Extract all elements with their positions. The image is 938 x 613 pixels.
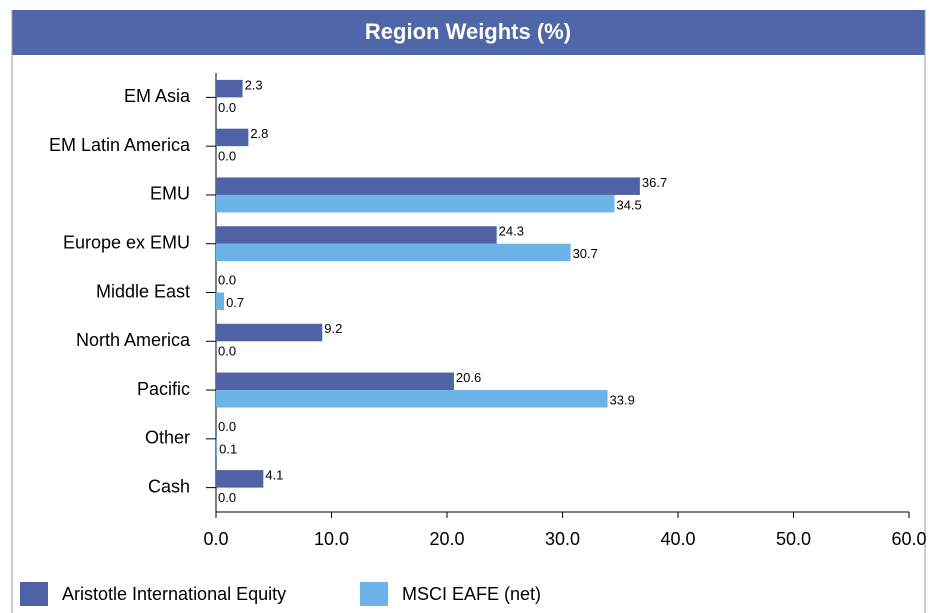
legend-label: Aristotle International Equity [62,584,286,604]
value-label: 20.6 [456,370,481,385]
value-label: 2.3 [245,77,263,92]
legend-swatch [360,582,388,606]
value-label: 34.5 [616,197,641,212]
value-label: 4.1 [265,468,283,483]
bar [216,128,249,147]
x-tick-label: 0.0 [203,529,228,549]
x-tick-label: 50.0 [776,529,811,549]
value-label: 33.9 [610,392,635,407]
x-tick-label: 40.0 [660,529,695,549]
bar [216,470,264,488]
x-tick-label: 20.0 [429,529,464,549]
value-label: 0.0 [218,100,236,115]
value-label: 0.0 [218,419,236,434]
y-tick-label: EM Latin America [49,135,191,155]
value-label: 0.0 [218,490,236,505]
title-bar [12,10,925,55]
bar [216,243,571,262]
bar [216,372,454,391]
value-label: 36.7 [642,175,667,190]
value-label: 0.0 [218,272,236,287]
bar [216,79,243,98]
bar [216,323,323,342]
x-tick-label: 10.0 [314,529,349,549]
chart-title: Region Weights (%) [365,19,571,44]
value-label: 0.1 [219,441,237,456]
y-tick-label: Europe ex EMU [63,232,190,252]
y-tick-label: EMU [150,184,190,204]
value-label: 0.0 [218,344,236,359]
value-label: 0.0 [218,149,236,164]
legend-label: MSCI EAFE (net) [402,584,541,604]
legend-swatch [20,582,48,606]
y-tick-label: Middle East [96,281,190,301]
y-tick-label: EM Asia [124,86,191,106]
y-tick-label: Other [145,428,190,448]
value-label: 0.7 [226,295,244,310]
value-label: 24.3 [499,224,524,239]
value-label: 9.2 [324,321,342,336]
bar [216,438,218,457]
bar [216,292,225,310]
x-tick-label: 30.0 [545,529,580,549]
bar [216,226,497,244]
bar [216,390,608,408]
bar [216,177,640,195]
value-label: 30.7 [573,246,598,261]
bar [216,194,615,213]
x-tick-label: 60.0 [891,529,926,549]
y-tick-label: Cash [148,476,190,496]
value-label: 2.8 [250,126,268,141]
y-tick-label: Pacific [137,379,190,399]
y-tick-label: North America [76,330,191,350]
